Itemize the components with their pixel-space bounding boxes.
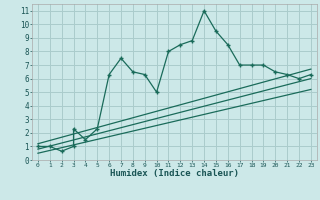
X-axis label: Humidex (Indice chaleur): Humidex (Indice chaleur) <box>110 169 239 178</box>
